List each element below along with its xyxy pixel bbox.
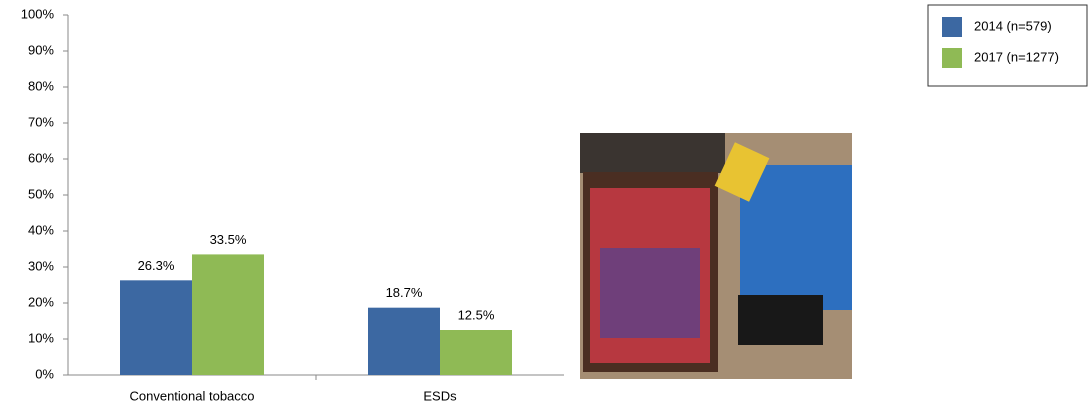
y-tick-label: 60% <box>28 150 54 165</box>
value-label: 12.5% <box>458 307 495 322</box>
value-label: 18.7% <box>386 285 423 300</box>
photo-shirt <box>740 165 852 310</box>
bar <box>192 254 264 375</box>
bar <box>120 280 192 375</box>
photo-shadow <box>580 133 725 173</box>
photo-shorts <box>738 295 823 345</box>
value-label: 33.5% <box>210 232 247 247</box>
y-tick-label: 10% <box>28 330 54 345</box>
photo <box>580 133 852 379</box>
y-tick-label: 50% <box>28 186 54 201</box>
photo-candy <box>714 142 770 202</box>
y-tick-label: 20% <box>28 294 54 309</box>
legend-swatch <box>942 17 962 37</box>
x-tick-label: ESDs <box>423 388 457 403</box>
bar <box>368 307 440 375</box>
value-label: 26.3% <box>138 258 175 273</box>
legend-box <box>927 4 1088 87</box>
legend-swatch <box>942 48 962 68</box>
y-tick-label: 70% <box>28 114 54 129</box>
y-tick-label: 100% <box>21 6 55 21</box>
legend-label: 2014 (n=579) <box>974 18 1052 33</box>
y-tick-label: 0% <box>35 366 54 381</box>
y-tick-label: 30% <box>28 258 54 273</box>
y-tick-label: 80% <box>28 78 54 93</box>
x-tick-label: Conventional tobacco <box>129 388 254 403</box>
y-tick-label: 90% <box>28 42 54 57</box>
photo-products <box>600 248 700 338</box>
bar <box>440 330 512 375</box>
y-tick-label: 40% <box>28 222 54 237</box>
legend-label: 2017 (n=1277) <box>974 49 1059 64</box>
